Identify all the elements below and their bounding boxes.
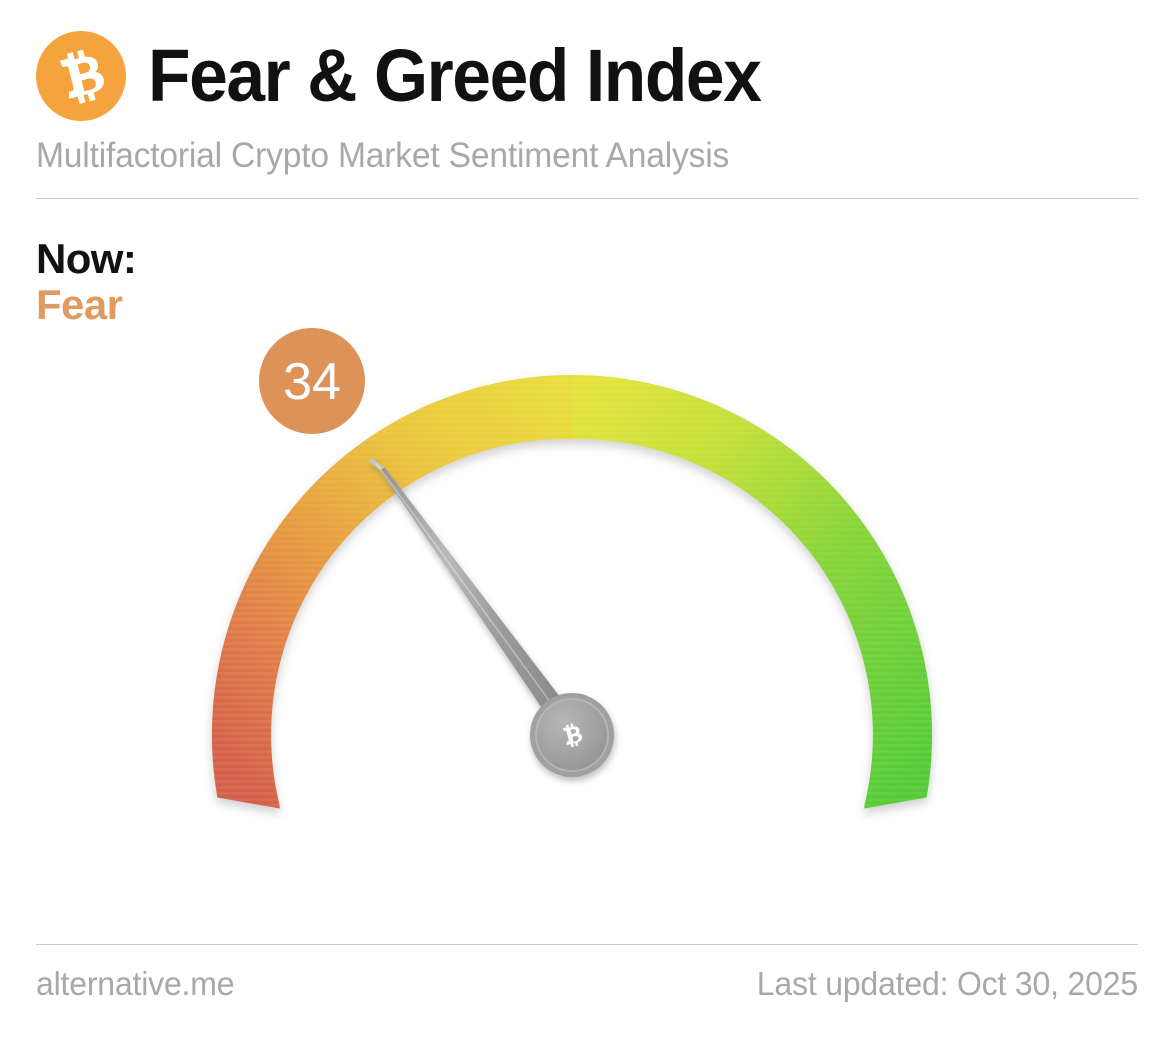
header-divider (36, 198, 1138, 199)
status-classification: Fear (36, 281, 123, 329)
title-row: Fear & Greed Index (36, 30, 1138, 122)
footer: alternative.me Last updated: Oct 30, 202… (36, 965, 1138, 1003)
gauge-value: 34 (283, 353, 341, 411)
footer-last-updated: Last updated: Oct 30, 2025 (756, 965, 1138, 1002)
footer-source[interactable]: alternative.me (36, 965, 235, 1002)
page-subtitle: Multifactorial Crypto Market Sentiment A… (36, 136, 730, 175)
gauge-arc (211, 375, 933, 809)
gauge-value-bubble: 34 (259, 328, 365, 434)
gauge-hub-bitcoin-icon (530, 693, 614, 777)
gauge-arc-texture (211, 375, 932, 809)
gauge-needle (368, 458, 583, 745)
header: Fear & Greed Index Multifactorial Crypto… (36, 0, 1138, 199)
current-status: Now: Fear (36, 235, 137, 330)
bitcoin-icon (36, 31, 126, 121)
footer-divider (36, 944, 1138, 945)
gauge-inner-rim (278, 561, 866, 809)
page-title: Fear & Greed Index (148, 34, 762, 117)
status-now-label: Now: (36, 235, 137, 282)
